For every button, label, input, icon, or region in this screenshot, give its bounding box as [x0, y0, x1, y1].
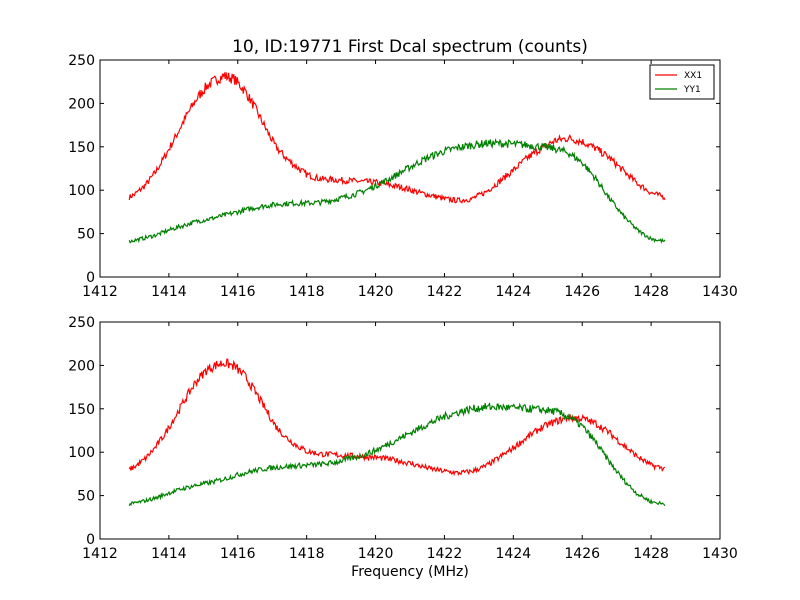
axes-frame — [99, 321, 721, 540]
series-group — [128, 71, 666, 244]
x-tick-label: 1414 — [151, 284, 187, 300]
x-tick-label: 1430 — [702, 546, 738, 562]
x-tick-label: 1422 — [427, 284, 463, 300]
y-tick-label: 200 — [68, 358, 95, 374]
series-line-0 — [128, 358, 666, 477]
x-tick-label: 1420 — [358, 546, 394, 562]
axes-frame — [99, 59, 721, 278]
y-tick-label: 200 — [68, 96, 95, 112]
y-tick-label: 250 — [68, 315, 95, 331]
legend-label: XX1 — [684, 71, 702, 81]
y-tick-label: 150 — [68, 402, 95, 418]
x-tick-label: 1418 — [289, 284, 325, 300]
x-tick-label: 1426 — [564, 546, 600, 562]
x-tick-label: 1428 — [633, 546, 669, 562]
y-tick-label: 150 — [68, 140, 95, 156]
y-tick-label: 100 — [68, 445, 95, 461]
chart-title: 10, ID:19771 First Dcal spectrum (counts… — [232, 37, 588, 57]
series-line-1 — [128, 402, 666, 507]
series-group — [128, 358, 666, 507]
x-tick-label: 1416 — [220, 284, 256, 300]
y-tick-label: 0 — [86, 270, 95, 286]
x-tick-label: 1424 — [496, 284, 532, 300]
top-plot: 1412 1414 1416 1418 1420 1422 1424 1426 1428 1430… — [68, 53, 738, 300]
x-tick-label: 1430 — [702, 284, 738, 300]
bottom-plot: 1412 1414 1416 1418 1420 1422 1424 1426 1428 1430… — [68, 315, 738, 562]
x-tick-label: 1414 — [151, 546, 187, 562]
x-tick-label: 1426 — [564, 284, 600, 300]
x-tick-label: 1412 — [82, 284, 118, 300]
y-tick-label: 250 — [68, 53, 95, 69]
y-tick-label: 0 — [86, 532, 95, 548]
x-tick-label: 1424 — [496, 546, 532, 562]
x-tick-label: 1420 — [358, 284, 394, 300]
x-tick-label: 1418 — [289, 546, 325, 562]
y-tick-label: 100 — [68, 183, 95, 199]
yy1-series-line — [128, 137, 666, 244]
x-tick-label: 1422 — [427, 546, 463, 562]
y-tick-label: 50 — [77, 489, 95, 505]
x-tick-label: 1412 — [82, 546, 118, 562]
legend-label: YY1 — [683, 85, 701, 95]
legend-box — [649, 64, 715, 100]
x-axis-label: Frequency (MHz) — [351, 564, 469, 580]
y-tick-label: 50 — [77, 227, 95, 243]
x-tick-label: 1428 — [633, 284, 669, 300]
xx1-series-line — [128, 71, 666, 204]
x-tick-label: 1416 — [220, 546, 256, 562]
